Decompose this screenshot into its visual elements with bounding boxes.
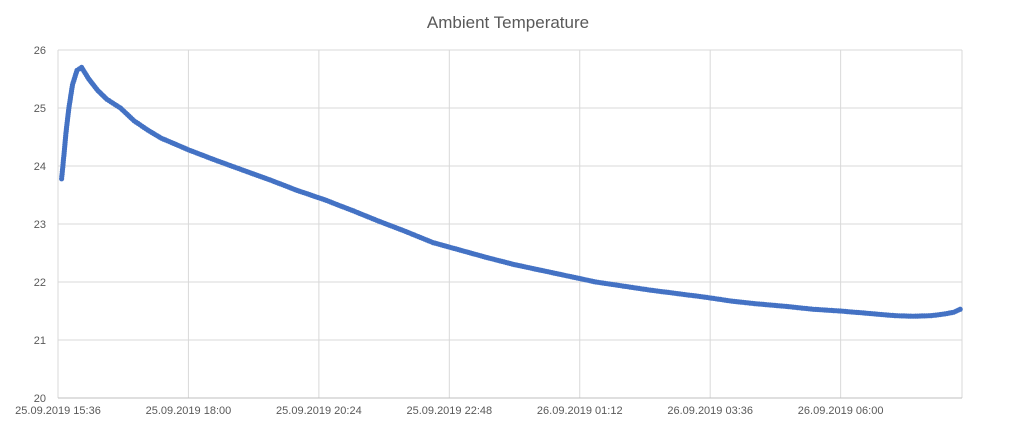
x-gridlines bbox=[57, 50, 963, 398]
y-tick-label: 23 bbox=[34, 219, 46, 231]
x-tick-label: 25.09.2019 18:00 bbox=[146, 405, 232, 417]
y-tick-label: 25 bbox=[34, 103, 46, 115]
x-tick-label: 25.09.2019 15:36 bbox=[15, 405, 101, 417]
x-tick-label: 25.09.2019 22:48 bbox=[406, 405, 492, 417]
chart-title: Ambient Temperature bbox=[427, 13, 589, 32]
y-axis-tick-labels: 20 21 22 23 24 25 26 bbox=[34, 45, 46, 405]
data-point bbox=[957, 306, 963, 312]
x-axis-tick-labels: 25.09.2019 15:36 25.09.2019 18:00 25.09.20… bbox=[15, 405, 883, 417]
series-temperature bbox=[59, 64, 963, 319]
x-tick-label: 26.09.2019 01:12 bbox=[537, 405, 623, 417]
x-tick-label: 25.09.2019 20:24 bbox=[276, 405, 362, 417]
y-tick-label: 22 bbox=[34, 277, 46, 289]
x-tick-label: 26.09.2019 06:00 bbox=[798, 405, 884, 417]
series-line bbox=[60, 65, 961, 318]
x-tick-label: 26.09.2019 03:36 bbox=[667, 405, 753, 417]
y-gridlines bbox=[58, 49, 962, 341]
y-tick-label: 24 bbox=[34, 161, 46, 173]
y-tick-label: 26 bbox=[34, 45, 46, 57]
y-tick-label: 21 bbox=[34, 335, 46, 347]
y-tick-label: 20 bbox=[34, 393, 46, 405]
